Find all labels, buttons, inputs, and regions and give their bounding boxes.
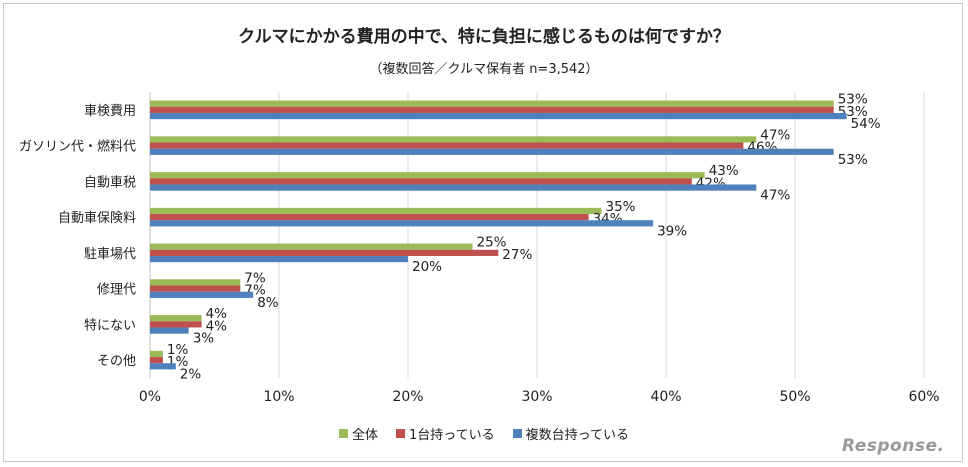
category-label: その他 xyxy=(97,354,136,369)
bar xyxy=(150,279,241,286)
data-label: 47% xyxy=(760,188,790,204)
data-label: 7% xyxy=(244,270,266,286)
bar xyxy=(150,255,408,263)
legend-item-all: 全体 xyxy=(339,424,378,443)
bar xyxy=(150,321,202,328)
bar xyxy=(150,327,189,334)
category-label: 特にない xyxy=(84,318,136,333)
bar xyxy=(150,172,705,179)
data-label: 47% xyxy=(760,127,790,143)
bar xyxy=(150,207,602,215)
bar xyxy=(150,357,163,364)
legend: 全体 1台持っている 複数台持っている xyxy=(0,424,968,443)
legend-swatch-multi-car xyxy=(512,429,522,438)
x-tick-label: 20% xyxy=(392,389,423,405)
category-label: 修理代 xyxy=(97,283,136,298)
chart-subtitle: （複数回答／クルマ保有者 n=3,542） xyxy=(369,62,599,77)
bar xyxy=(150,100,834,107)
bar xyxy=(150,142,744,149)
category-label: 車検費用 xyxy=(84,104,136,119)
bar xyxy=(150,214,589,221)
data-label: 53% xyxy=(838,152,868,168)
legend-item-one-car: 1台持っている xyxy=(396,424,495,443)
data-label: 20% xyxy=(412,259,442,275)
x-tick-label: 0% xyxy=(139,389,161,405)
data-label: 54% xyxy=(851,116,881,132)
bar xyxy=(150,112,847,120)
bar xyxy=(150,106,834,113)
data-label: 53% xyxy=(838,92,868,108)
data-label: 25% xyxy=(477,235,507,251)
data-label: 1% xyxy=(167,342,189,358)
bar xyxy=(150,243,473,250)
category-label: 駐車場代 xyxy=(84,247,136,262)
data-label: 4% xyxy=(206,318,228,334)
legend-item-multi-car: 複数台持っている xyxy=(512,424,629,443)
x-tick-label: 60% xyxy=(908,389,939,405)
chart-title: クルマにかかる費用の中で、特に負担に感じるものは何ですか？ xyxy=(238,27,730,47)
data-label: 39% xyxy=(657,223,687,239)
bar xyxy=(150,184,757,191)
x-tick-label: 40% xyxy=(650,389,681,405)
data-label: 8% xyxy=(257,295,279,311)
legend-label-all: 全体 xyxy=(352,428,379,443)
category-label: 自動車保険料 xyxy=(58,211,136,226)
chart-frame xyxy=(3,3,963,462)
bar xyxy=(150,350,163,358)
x-tick-label: 10% xyxy=(263,389,294,405)
x-tick-label: 50% xyxy=(779,389,810,405)
data-label: 4% xyxy=(206,306,228,322)
bar xyxy=(150,148,834,155)
legend-swatch-all xyxy=(339,429,348,438)
data-label: 35% xyxy=(606,199,636,215)
x-tick-label: 30% xyxy=(521,389,552,405)
legend-label-multi-car: 複数台持っている xyxy=(525,428,629,443)
bar xyxy=(150,285,241,292)
category-label: ガソリン代・燃料代 xyxy=(19,139,136,155)
data-label: 27% xyxy=(502,247,532,263)
category-label: 自動車税 xyxy=(84,175,136,190)
bar xyxy=(150,315,202,322)
data-label: 2% xyxy=(180,366,202,382)
data-label: 3% xyxy=(193,331,215,347)
bar xyxy=(150,363,176,370)
legend-swatch-one-car xyxy=(396,429,406,438)
bar xyxy=(150,136,757,143)
bar xyxy=(150,291,254,298)
bar xyxy=(150,178,692,185)
legend-label-one-car: 1台持っている xyxy=(409,428,495,443)
response-logo: Response. xyxy=(842,436,945,456)
bar xyxy=(150,249,499,256)
bar xyxy=(150,220,654,227)
data-label: 43% xyxy=(709,163,739,179)
